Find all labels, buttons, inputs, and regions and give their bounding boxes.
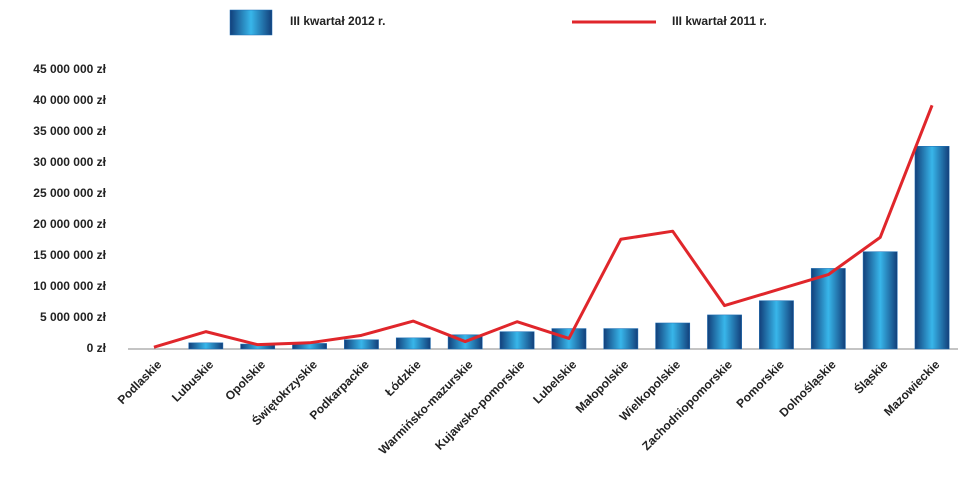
legend-swatch bbox=[229, 9, 273, 36]
x-tick-label: Kujawsko-pomorskie bbox=[432, 357, 527, 452]
y-tick-label: 0 zł bbox=[87, 341, 107, 355]
bar bbox=[344, 339, 379, 350]
bar bbox=[395, 337, 431, 350]
y-tick-label: 5 000 000 zł bbox=[40, 310, 107, 324]
x-tick-label: Mazowieckie bbox=[881, 357, 943, 419]
y-tick-label: 20 000 000 zł bbox=[33, 217, 106, 231]
y-tick-label: 40 000 000 zł bbox=[33, 93, 106, 107]
bar bbox=[862, 251, 898, 350]
bar bbox=[707, 314, 742, 350]
legend-label: III kwartał 2012 r. bbox=[290, 14, 385, 28]
legend-label: III kwartał 2011 r. bbox=[672, 14, 767, 28]
bar bbox=[499, 331, 535, 350]
y-tick-label: 10 000 000 zł bbox=[33, 279, 106, 293]
x-tick-label: Pomorskie bbox=[734, 357, 788, 411]
y-tick-label: 45 000 000 zł bbox=[33, 62, 106, 76]
x-tick-label: Lubuskie bbox=[169, 357, 216, 404]
bar bbox=[914, 146, 950, 350]
x-tick-label: Śląskie bbox=[851, 357, 891, 397]
bar bbox=[188, 342, 224, 350]
bar bbox=[810, 268, 846, 350]
x-tick-label: Podlaskie bbox=[115, 357, 165, 407]
x-tick-label: Zachodniopomorskie bbox=[639, 357, 735, 453]
y-tick-label: 35 000 000 zł bbox=[33, 124, 106, 138]
bar bbox=[759, 300, 794, 350]
y-tick-label: 30 000 000 zł bbox=[33, 155, 106, 169]
bar bbox=[655, 322, 691, 350]
line bbox=[153, 104, 934, 349]
y-tick-label: 25 000 000 zł bbox=[33, 186, 106, 200]
y-tick-label: 15 000 000 zł bbox=[33, 248, 106, 262]
x-tick-label: Warmińsko-mazurskie bbox=[376, 357, 476, 457]
bar bbox=[603, 328, 639, 350]
x-tick-label: Łódzkie bbox=[382, 357, 424, 399]
x-tick-label: Lubelskie bbox=[530, 357, 579, 406]
x-tick-label: Opolskie bbox=[222, 357, 268, 403]
